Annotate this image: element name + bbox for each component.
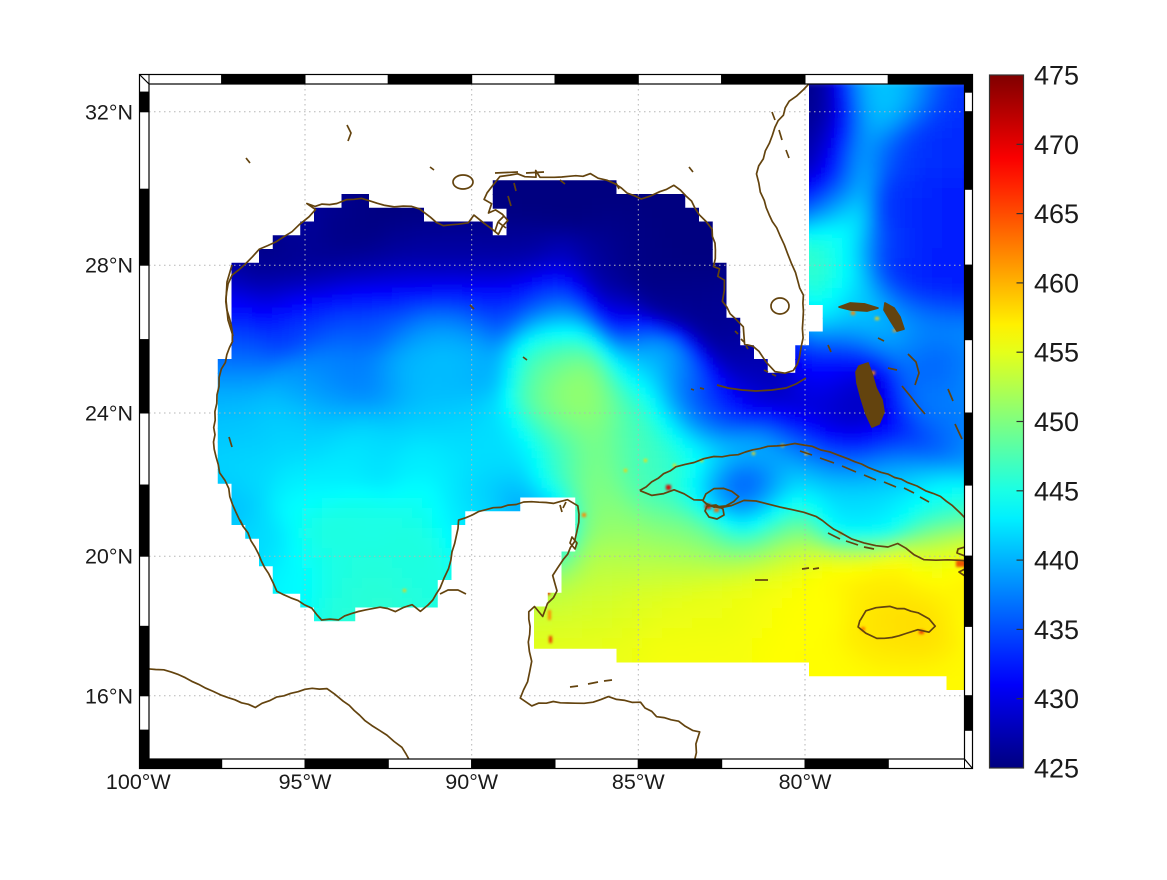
svg-text:20°N: 20°N	[85, 545, 133, 569]
svg-text:100°W: 100°W	[106, 770, 171, 794]
svg-text:28°N: 28°N	[85, 254, 133, 278]
svg-text:460: 460	[1034, 268, 1079, 298]
svg-text:470: 470	[1034, 130, 1079, 160]
svg-text:95°W: 95°W	[279, 770, 333, 794]
svg-text:465: 465	[1034, 199, 1079, 229]
svg-text:445: 445	[1034, 476, 1079, 506]
svg-text:435: 435	[1034, 615, 1079, 645]
svg-text:425: 425	[1034, 754, 1079, 784]
svg-text:455: 455	[1034, 338, 1079, 368]
svg-text:450: 450	[1034, 407, 1079, 437]
svg-text:440: 440	[1034, 546, 1079, 576]
svg-text:80°W: 80°W	[779, 770, 833, 794]
svg-text:90°W: 90°W	[445, 770, 499, 794]
svg-text:430: 430	[1034, 684, 1079, 714]
svg-text:24°N: 24°N	[85, 402, 133, 426]
svg-text:32°N: 32°N	[85, 100, 133, 124]
svg-text:16°N: 16°N	[85, 684, 133, 708]
svg-text:85°W: 85°W	[612, 770, 666, 794]
svg-text:475: 475	[1034, 61, 1079, 91]
